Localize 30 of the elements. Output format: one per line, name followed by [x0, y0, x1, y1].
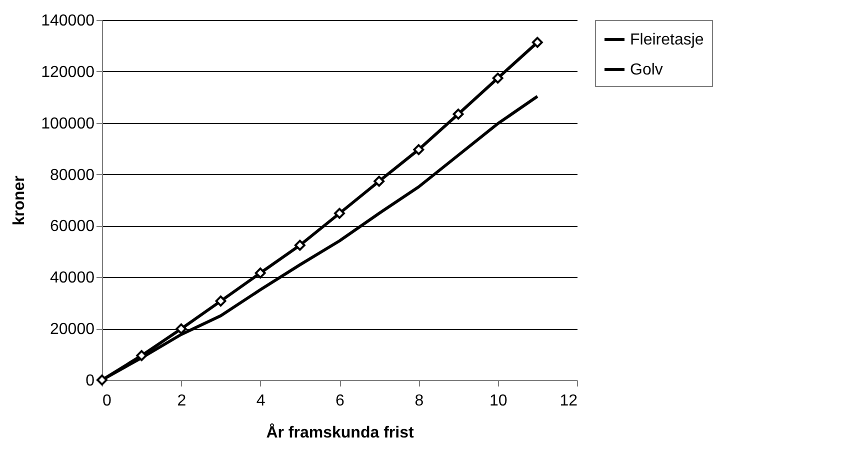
point	[413, 144, 424, 156]
x-tick-label: 12	[560, 392, 578, 410]
y-tick-label: 80000	[50, 166, 95, 184]
y-tick-label: 120000	[41, 64, 95, 81]
x-tick-label: 2	[177, 392, 186, 410]
y-tick-label: 0	[86, 372, 95, 390]
point	[176, 323, 187, 334]
y-tick-label: 100000	[41, 115, 95, 132]
point	[492, 72, 504, 84]
y-tick-label: 60000	[50, 218, 95, 236]
point	[254, 268, 266, 278]
point	[532, 36, 543, 48]
legend-label: Golv	[630, 62, 663, 78]
y-axis-title: kroner	[11, 176, 28, 226]
point	[374, 176, 385, 187]
x-tick-label: 6	[336, 392, 345, 410]
x-tick-label: 0	[102, 392, 112, 410]
point	[294, 240, 306, 251]
point	[136, 350, 148, 362]
point	[452, 108, 464, 120]
x-tick-label: 8	[414, 392, 424, 410]
x-tick-label: 4	[256, 392, 266, 410]
y-tick-label: 20000	[50, 321, 95, 338]
point	[334, 208, 345, 219]
point	[215, 296, 226, 307]
x-axis-title: År framskunda frist	[266, 422, 414, 442]
x-tick-label: 10	[489, 392, 508, 410]
legend-label: Fleiretasje	[630, 32, 704, 48]
y-tick-label: 40000	[50, 270, 95, 287]
y-tick-label: 140000	[41, 12, 95, 30]
